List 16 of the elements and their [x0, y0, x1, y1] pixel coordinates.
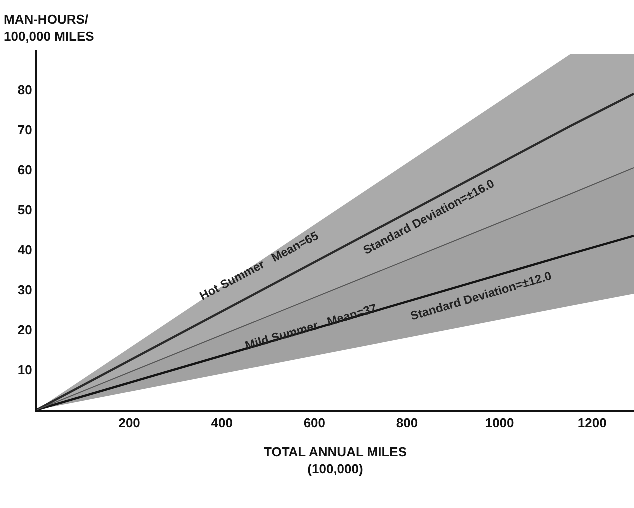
y-tick-label: 60: [18, 162, 32, 178]
y-tick-label: 70: [18, 122, 32, 138]
x-tick-label: 600: [304, 416, 326, 431]
y-tick-label: 50: [18, 202, 32, 218]
y-tick-label: 10: [18, 362, 32, 378]
y-tick-label: 80: [18, 82, 32, 98]
x-axis-title: TOTAL ANNUAL MILES (100,000): [264, 444, 408, 477]
x-tick-label: 400: [211, 416, 233, 431]
x-tick-label: 1000: [485, 416, 514, 431]
y-tick-label: 20: [18, 322, 32, 338]
y-axis-title: MAN-HOURS/ 100,000 MILES: [4, 12, 95, 44]
x-tick-label: 1200: [578, 416, 607, 431]
y-tick-label: 40: [18, 242, 32, 258]
x-tick-label: 200: [118, 416, 140, 431]
x-tick-label: 800: [396, 416, 418, 431]
y-tick-label: 30: [18, 282, 32, 298]
